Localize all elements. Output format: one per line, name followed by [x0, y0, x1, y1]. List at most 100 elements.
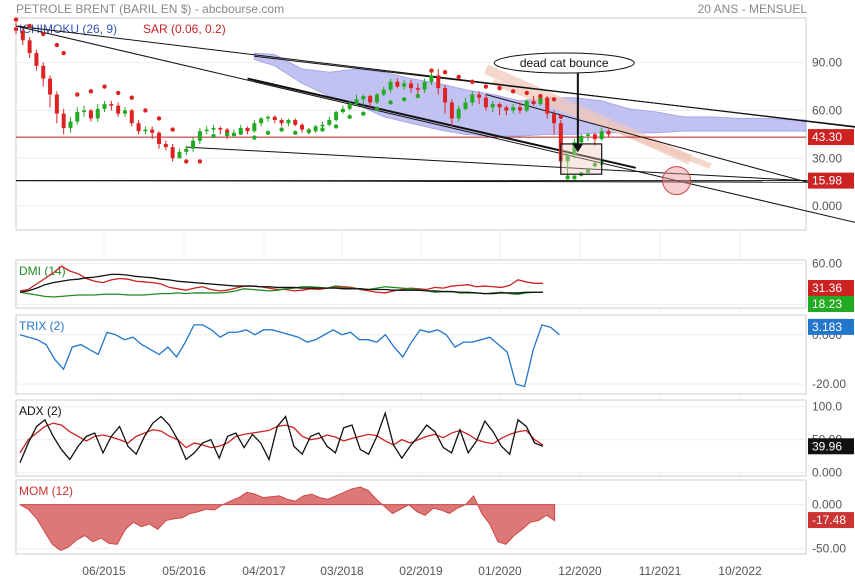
candle [361, 96, 366, 100]
series-line-0 [19, 324, 560, 388]
candle [48, 78, 53, 95]
candle [143, 129, 148, 132]
sar-dot [75, 92, 80, 97]
sar-dot [41, 31, 46, 37]
panel-label: DMI (14) [19, 264, 66, 278]
candle [279, 120, 284, 124]
sar-dot [510, 89, 516, 94]
sar-dot [143, 108, 148, 113]
candle [177, 151, 182, 159]
y-tick-label: 0.000 [812, 498, 842, 512]
sar-dot [592, 162, 598, 167]
candle [449, 102, 454, 119]
sar-dot [224, 132, 230, 137]
sar-dot [115, 90, 121, 96]
ichimoku-cloud [253, 52, 807, 137]
legend-0: ICHIMOKU (26, 9) [19, 22, 117, 36]
last-value-badge: 39.96 [808, 438, 854, 455]
candle [552, 113, 557, 124]
candle [538, 97, 543, 105]
candle [531, 100, 536, 105]
candle [572, 142, 577, 156]
sar-dot [88, 89, 94, 94]
candle [320, 124, 325, 127]
trend-line [485, 94, 813, 185]
sar-dot [483, 84, 489, 89]
candle [34, 53, 39, 66]
sar-dot [27, 23, 32, 29]
candle [163, 143, 168, 148]
badge-value: 15.98 [812, 174, 842, 188]
sar-dot [102, 84, 107, 89]
candle [347, 104, 352, 109]
series-line-0 [19, 422, 544, 454]
candle [483, 97, 488, 108]
callout-arrow-head [572, 144, 583, 153]
sar-dot [388, 100, 393, 105]
sar-dot [265, 130, 271, 135]
panel-label: TRIX (2) [19, 319, 64, 333]
candle [429, 75, 434, 82]
candle [95, 108, 100, 119]
candle [293, 120, 298, 125]
sar-dot [54, 42, 60, 48]
sar-dot [415, 93, 421, 99]
chart-panels: 90.00 60.00 30.00 0.000 ICHIMOKU (26, 9) SAR … [13, 17, 855, 556]
candle [259, 118, 264, 124]
candle [68, 121, 73, 128]
candle [443, 88, 448, 103]
candle [116, 105, 121, 114]
candle [157, 132, 162, 144]
sar-dot [184, 159, 189, 164]
badge-bg [808, 129, 854, 146]
sar-dot [347, 114, 352, 120]
x-tick-label: 10/2022 [718, 564, 762, 578]
candle [272, 116, 277, 121]
candle [422, 81, 427, 90]
candle [606, 131, 611, 135]
badge-value: 18.23 [812, 297, 842, 311]
candle [599, 131, 604, 140]
sar-dot [456, 74, 461, 80]
candle [511, 107, 516, 111]
trend-line [247, 77, 636, 169]
candle [218, 127, 223, 130]
panel-label: MOM (12) [19, 484, 73, 498]
candle [191, 140, 196, 149]
target-circle [662, 166, 692, 196]
panel-frame [15, 314, 807, 395]
sar-dot [129, 95, 134, 100]
panel-frame [15, 259, 807, 309]
sar-dot [320, 127, 325, 132]
sar-dot [306, 128, 312, 134]
candle [204, 129, 209, 132]
sar-dot [497, 85, 502, 91]
candle [313, 126, 318, 132]
candle [586, 134, 591, 136]
sar-dot [551, 97, 557, 102]
last-value-badge: 3.183 [808, 318, 854, 335]
legend-1: SAR (0.06, 0.2) [143, 22, 226, 36]
x-tick-label: 06/2015 [82, 564, 126, 578]
trend-line [186, 146, 834, 183]
badge-bg [808, 512, 854, 529]
candle [463, 102, 468, 109]
last-value-badge: 43.30 [808, 129, 854, 146]
chart-period: 20 ANS - MENSUEL [698, 2, 808, 16]
series-line-2 [19, 273, 543, 295]
candle [197, 131, 202, 141]
badge-bg [808, 318, 854, 335]
sar-dot [401, 97, 407, 102]
candle [436, 75, 441, 89]
panel-frame [15, 399, 807, 477]
candle [300, 124, 305, 130]
y-tick-label: -50.00 [812, 542, 846, 556]
candle [88, 110, 93, 119]
candle [504, 107, 509, 111]
x-tick-label: 03/2018 [320, 564, 364, 578]
candle [27, 40, 32, 54]
candle [490, 104, 495, 108]
candle [558, 123, 563, 162]
